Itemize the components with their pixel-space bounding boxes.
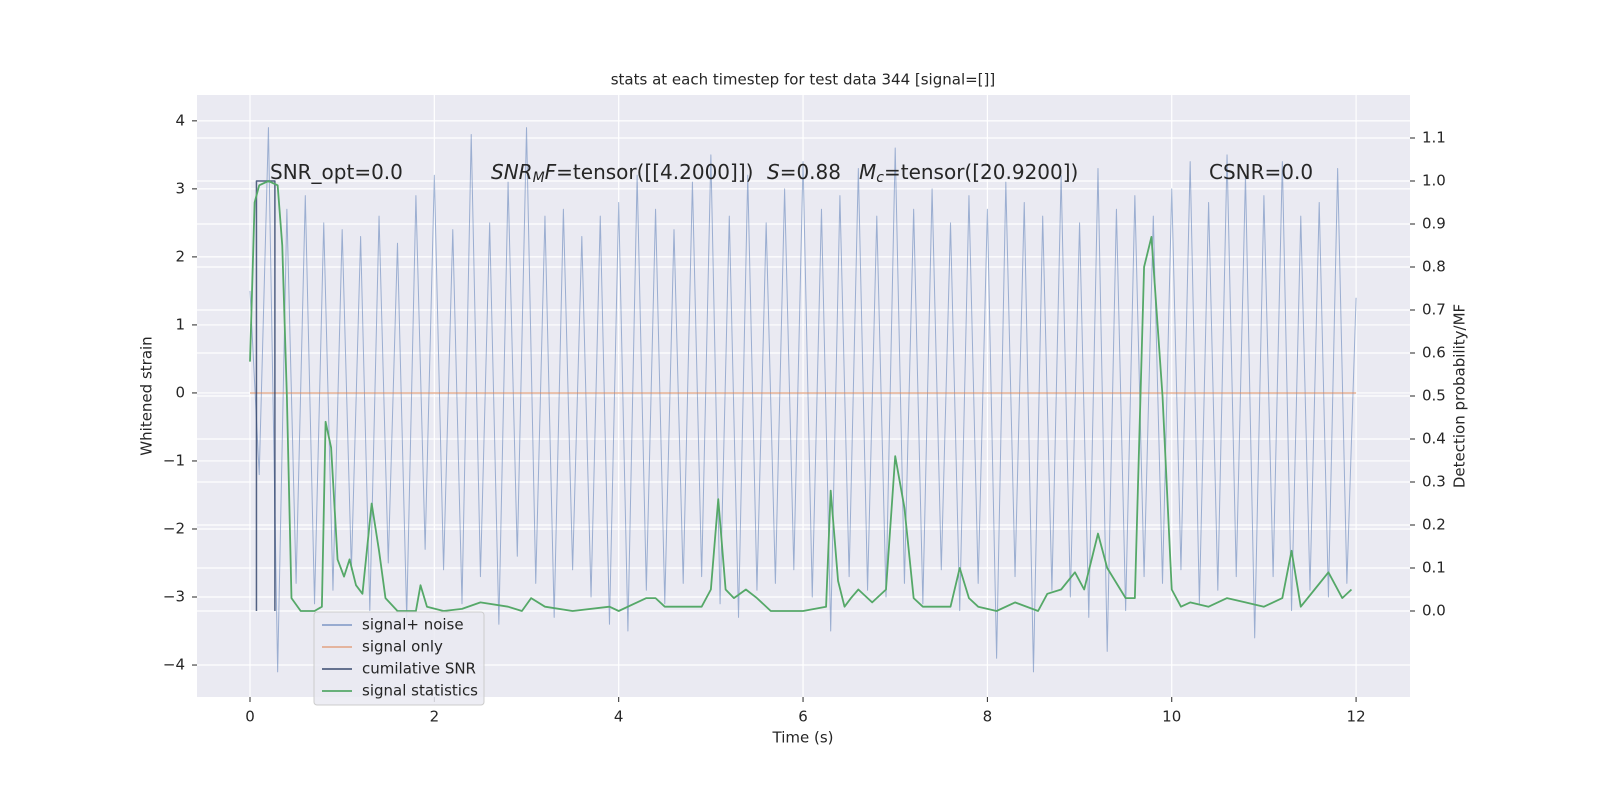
y2-tick-label: 0.2 [1422, 516, 1446, 534]
y-tick-label: −1 [163, 451, 185, 469]
legend-label: cumilative SNR [362, 660, 476, 678]
y2-tick-label: 0.4 [1422, 430, 1446, 448]
y2-tick-label: 1.0 [1422, 172, 1446, 190]
series-line [249, 180, 1353, 612]
annotation-part: =tensor([[4.2000]]) [556, 160, 753, 184]
legend-label: signal statistics [362, 682, 478, 700]
series-line [249, 127, 1357, 673]
legend-box [313, 611, 485, 706]
y2-tick-label: 0.5 [1422, 387, 1446, 405]
x-tick-label: 8 [983, 708, 993, 726]
annotation-part: SNR [491, 160, 533, 184]
annotation-part: M [859, 160, 876, 184]
annotation-part: c [876, 170, 884, 186]
x-tick-label: 12 [1347, 708, 1366, 726]
annotation-part: S [767, 160, 780, 184]
x-tick-label: 10 [1162, 708, 1181, 726]
x-tick-label: 2 [430, 708, 440, 726]
annotation: Mc=tensor([20.9200]) [859, 160, 1078, 187]
y-tick-label: 4 [175, 111, 185, 129]
y-axis-label: Whitened strain [138, 336, 156, 455]
legend-label: signal+ noise [362, 616, 464, 634]
y-tick-label: 0 [175, 383, 185, 401]
y2-tick-label: 1.1 [1422, 129, 1446, 147]
y2-tick-label: 0.8 [1422, 258, 1446, 276]
annotation-part: =tensor([20.9200]) [884, 160, 1078, 184]
annotation-part: SNR_opt=0.0 [270, 160, 403, 184]
y2-tick-label: 0.9 [1422, 215, 1446, 233]
x-axis-label: Time (s) [772, 729, 834, 747]
annotation: S=0.88 [767, 160, 841, 184]
annotation: CSNR=0.0 [1209, 160, 1313, 184]
annotation: SNRMF=tensor([[4.2000]]) [491, 160, 753, 187]
y-tick-label: 3 [175, 179, 185, 197]
annotation-part: CSNR=0.0 [1209, 160, 1313, 184]
y2-tick-label: 0.1 [1422, 559, 1446, 577]
annotation-part: =0.88 [780, 160, 841, 184]
y-tick-label: −4 [163, 656, 185, 674]
y2-tick-label: 0.0 [1422, 602, 1446, 620]
x-tick-label: 0 [245, 708, 255, 726]
y-tick-label: 1 [175, 315, 185, 333]
y2-tick-label: 0.6 [1422, 344, 1446, 362]
y-tick-label: −2 [163, 519, 185, 537]
legend-label: signal only [362, 638, 443, 656]
y2-axis-label: Detection probability/MF [1451, 304, 1469, 488]
y2-tick-label: 0.3 [1422, 473, 1446, 491]
annotation: SNR_opt=0.0 [270, 160, 403, 184]
x-tick-label: 6 [798, 708, 808, 726]
annotation-part: F [545, 160, 557, 184]
series-line [255, 180, 276, 611]
x-tick-label: 4 [614, 708, 624, 726]
y-tick-label: −3 [163, 588, 185, 606]
y2-tick-label: 0.7 [1422, 301, 1446, 319]
chart-title: stats at each timestep for test data 344… [611, 71, 996, 89]
annotation-part: M [533, 170, 545, 186]
y-tick-label: 2 [175, 247, 185, 265]
